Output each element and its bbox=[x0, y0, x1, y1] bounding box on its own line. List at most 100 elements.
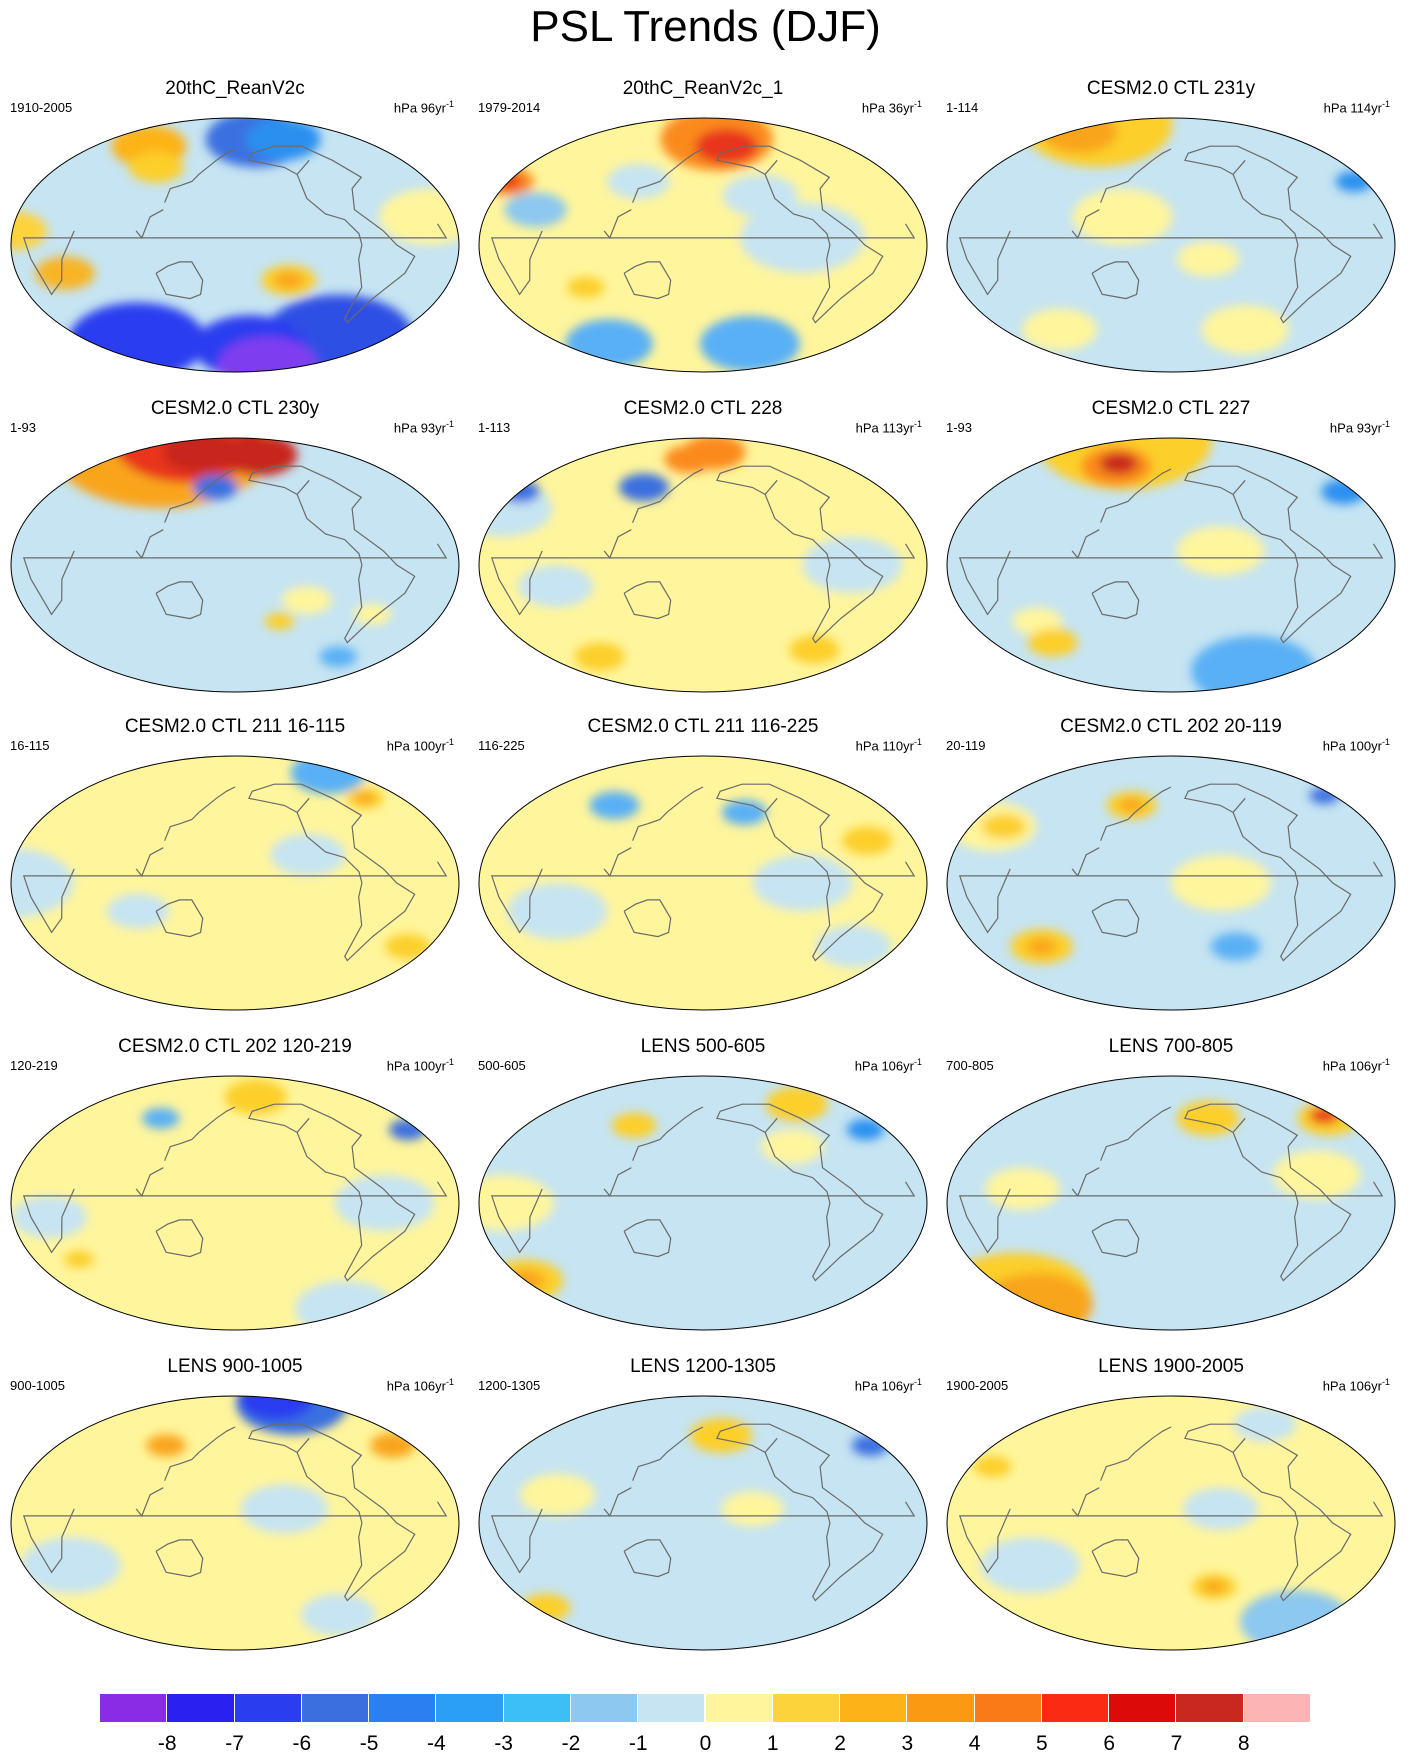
map-panel: CESM2.0 CTL 230y 1-93 hPa 93yr-1 bbox=[0, 398, 470, 718]
trend-anomaly bbox=[281, 586, 332, 615]
globe-map bbox=[478, 755, 928, 1011]
scale-unit: hPa bbox=[1322, 1378, 1346, 1394]
trend-anomaly bbox=[106, 893, 170, 929]
coastline bbox=[1091, 1539, 1140, 1578]
panel-scale: hPa 100yr-1 bbox=[387, 734, 454, 754]
globe-outline bbox=[946, 437, 1396, 693]
trend-anomaly bbox=[353, 603, 392, 625]
scale-exponent: -1 bbox=[1381, 419, 1390, 429]
scale-unit: hPa bbox=[1329, 420, 1354, 436]
globe-outline bbox=[946, 755, 1396, 1011]
globe-map bbox=[478, 117, 928, 373]
panel-period: 1-114 bbox=[946, 100, 979, 115]
coastline bbox=[632, 1106, 704, 1161]
coastline bbox=[1071, 1487, 1100, 1518]
coastline bbox=[248, 465, 416, 644]
panel-period: 1900-2005 bbox=[946, 1378, 1009, 1393]
globe-outline bbox=[478, 1395, 928, 1651]
scale-unit: hPa bbox=[393, 100, 418, 116]
trend-anomaly bbox=[20, 1537, 121, 1594]
trend-anomaly bbox=[1309, 1107, 1340, 1124]
trend-anomaly bbox=[1012, 607, 1063, 636]
trend-anomaly bbox=[1072, 188, 1173, 245]
panel-scale: hPa 114yr-1 bbox=[1324, 96, 1390, 116]
coastline bbox=[248, 783, 416, 962]
scale-exponent: -1 bbox=[445, 99, 454, 109]
globe-outline bbox=[946, 1075, 1396, 1331]
trend-anomaly bbox=[721, 799, 767, 826]
trend-anomaly bbox=[300, 1593, 376, 1636]
scale-unit: hPa bbox=[855, 738, 879, 754]
globe-outline bbox=[478, 755, 928, 1011]
trend-anomaly bbox=[760, 1129, 824, 1165]
panel-scale: hPa 113yr-1 bbox=[856, 416, 922, 436]
colorbar-tick-label: 3 bbox=[901, 1732, 914, 1755]
scale-unit: hPa bbox=[855, 420, 879, 436]
coastline bbox=[603, 1487, 632, 1518]
globe-map bbox=[10, 1075, 460, 1331]
colorbar-swatch bbox=[570, 1694, 639, 1722]
trend-anomaly bbox=[816, 925, 892, 968]
trend-anomaly bbox=[1233, 1406, 1297, 1442]
trend-anomaly bbox=[518, 565, 594, 608]
colorbar-tick-label: 4 bbox=[968, 1732, 981, 1755]
panel-title: CESM2.0 CTL 202 20-119 bbox=[1060, 716, 1282, 737]
coastline bbox=[1100, 786, 1172, 841]
scale-exponent: -1 bbox=[1381, 99, 1390, 109]
colorbar-swatch bbox=[167, 1694, 235, 1722]
map-panel: LENS 500-605 500-605 hPa 106yr-1 bbox=[468, 1036, 938, 1356]
scale-unit: hPa bbox=[386, 738, 410, 754]
globe-map bbox=[10, 755, 460, 1011]
coastline bbox=[164, 468, 236, 523]
coastline bbox=[632, 1426, 704, 1481]
panel-scale: hPa 100yr-1 bbox=[1323, 734, 1390, 754]
trend-anomaly bbox=[589, 791, 640, 820]
coastline bbox=[155, 899, 204, 938]
coastline bbox=[22, 861, 448, 934]
trend-anomaly bbox=[128, 151, 184, 183]
colorbar-tick-label: 2 bbox=[834, 1732, 846, 1755]
trend-anomaly bbox=[1321, 479, 1367, 505]
trend-anomaly bbox=[240, 1484, 329, 1534]
trend-anomaly bbox=[1239, 1590, 1353, 1650]
trend-anomaly bbox=[1335, 171, 1373, 192]
trend-anomaly bbox=[35, 256, 96, 291]
coastline bbox=[603, 209, 632, 240]
trend-anomaly bbox=[789, 635, 840, 664]
coastline bbox=[603, 1167, 632, 1198]
colorbar-swatch bbox=[503, 1694, 571, 1722]
globe-map bbox=[10, 117, 460, 373]
coastline bbox=[958, 861, 1384, 934]
coastline bbox=[958, 1181, 1384, 1254]
coastline bbox=[135, 1487, 164, 1518]
scale-exponent: -1 bbox=[913, 1057, 922, 1067]
globe-map bbox=[478, 437, 928, 693]
colorbar-swatch bbox=[705, 1694, 773, 1722]
colorbar-swatch bbox=[301, 1694, 370, 1722]
panel-period: 1-113 bbox=[478, 420, 511, 435]
trend-anomaly bbox=[851, 1434, 890, 1456]
map-panel: CESM2.0 CTL 202 20-119 20-119 hPa 100yr-1 bbox=[936, 716, 1406, 1036]
map-panel: CESM2.0 CTL 227 1-93 hPa 93yr-1 bbox=[936, 398, 1406, 718]
scale-value: 113yr bbox=[882, 420, 914, 436]
globe-map bbox=[946, 117, 1396, 373]
coastline bbox=[135, 847, 164, 878]
colorbar-tick-label: -4 bbox=[427, 1732, 446, 1755]
scale-unit: hPa bbox=[1322, 1058, 1346, 1074]
trend-anomaly bbox=[224, 1079, 287, 1115]
trend-anomaly bbox=[1182, 1487, 1258, 1530]
trend-anomaly bbox=[565, 319, 653, 369]
trend-anomaly bbox=[11, 848, 74, 918]
coastline bbox=[716, 465, 884, 644]
trend-anomaly bbox=[1027, 628, 1078, 657]
panel-period: 116-225 bbox=[478, 738, 525, 753]
coastline bbox=[716, 1103, 884, 1282]
coastline bbox=[1184, 783, 1352, 962]
coastline bbox=[1091, 581, 1140, 620]
colorbar-tick-label: 6 bbox=[1103, 1732, 1115, 1755]
panel-title: CESM2.0 CTL 211 116-225 bbox=[587, 716, 819, 737]
map-panel: LENS 1900-2005 1900-2005 hPa 106yr-1 bbox=[936, 1356, 1406, 1676]
colorbar-tick-label: -2 bbox=[561, 1732, 581, 1755]
coastline bbox=[164, 148, 236, 203]
trend-anomaly bbox=[1210, 932, 1261, 961]
